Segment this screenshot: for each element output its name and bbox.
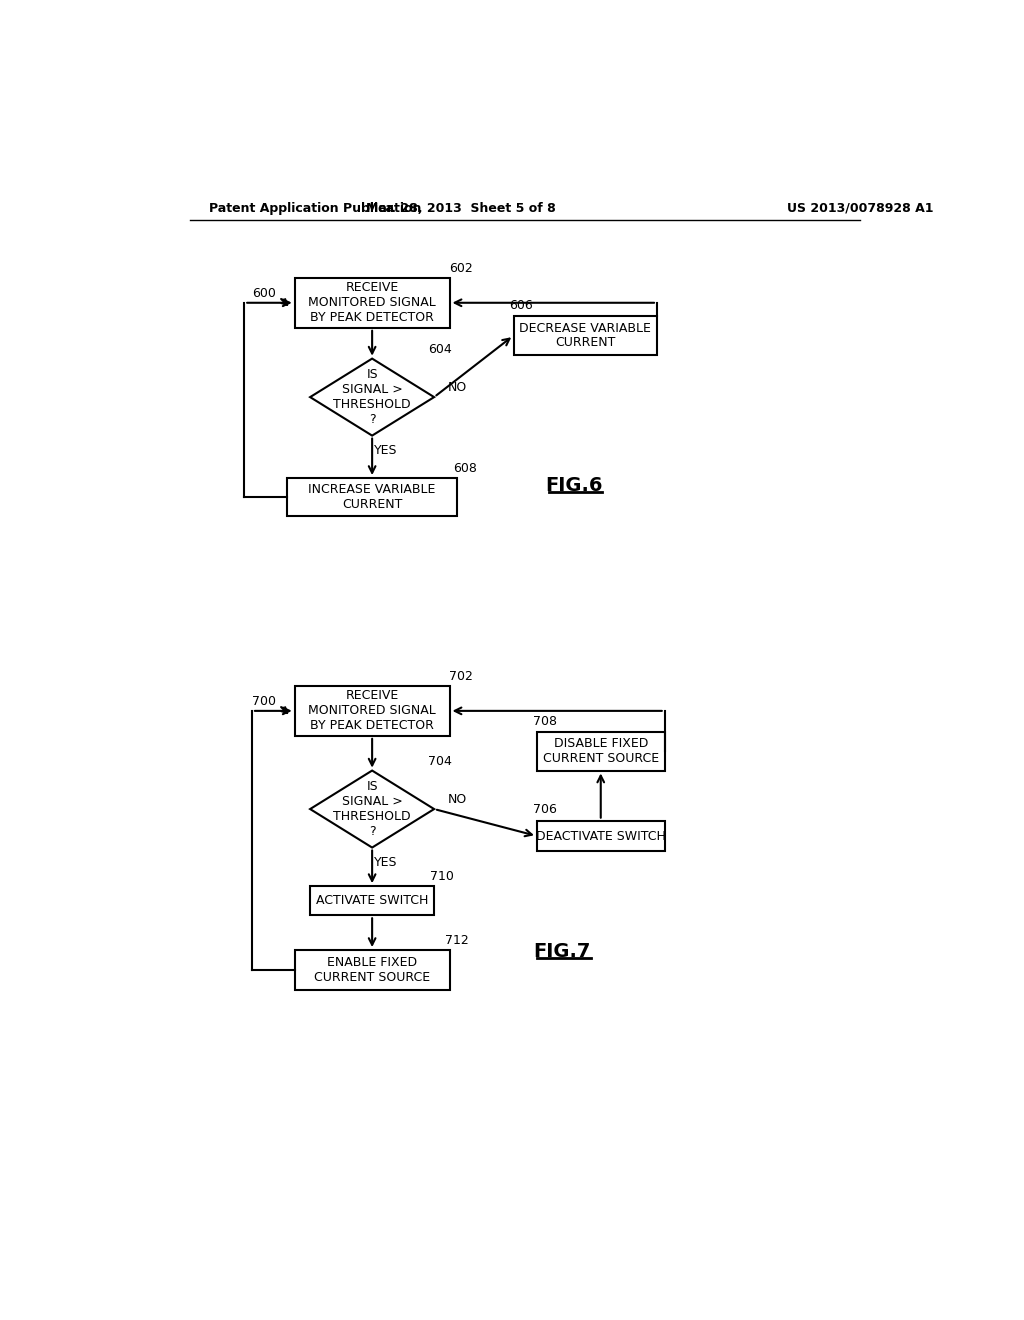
Polygon shape xyxy=(310,771,434,847)
FancyBboxPatch shape xyxy=(310,886,434,915)
Text: 710: 710 xyxy=(430,870,454,883)
Text: NO: NO xyxy=(447,381,467,395)
Text: 700: 700 xyxy=(252,694,275,708)
Text: INCREASE VARIABLE
CURRENT: INCREASE VARIABLE CURRENT xyxy=(308,483,436,511)
Text: RECEIVE
MONITORED SIGNAL
BY PEAK DETECTOR: RECEIVE MONITORED SIGNAL BY PEAK DETECTO… xyxy=(308,689,436,733)
FancyBboxPatch shape xyxy=(295,686,450,737)
Text: FIG.6: FIG.6 xyxy=(545,477,602,495)
Text: 702: 702 xyxy=(450,671,473,684)
FancyBboxPatch shape xyxy=(295,950,450,990)
Text: Patent Application Publication: Patent Application Publication xyxy=(209,202,422,215)
Text: IS
SIGNAL >
THRESHOLD
?: IS SIGNAL > THRESHOLD ? xyxy=(334,780,411,838)
FancyBboxPatch shape xyxy=(514,317,657,355)
Text: 706: 706 xyxy=(532,804,556,816)
Text: 602: 602 xyxy=(450,261,473,275)
Text: FIG.7: FIG.7 xyxy=(534,942,591,961)
FancyBboxPatch shape xyxy=(537,733,665,771)
FancyBboxPatch shape xyxy=(537,821,665,851)
Text: RECEIVE
MONITORED SIGNAL
BY PEAK DETECTOR: RECEIVE MONITORED SIGNAL BY PEAK DETECTO… xyxy=(308,281,436,325)
FancyBboxPatch shape xyxy=(287,478,458,516)
Text: DISABLE FIXED
CURRENT SOURCE: DISABLE FIXED CURRENT SOURCE xyxy=(543,738,658,766)
Text: YES: YES xyxy=(375,857,398,870)
Text: DECREASE VARIABLE
CURRENT: DECREASE VARIABLE CURRENT xyxy=(519,322,651,350)
Text: 606: 606 xyxy=(509,298,534,312)
Text: ENABLE FIXED
CURRENT SOURCE: ENABLE FIXED CURRENT SOURCE xyxy=(314,956,430,983)
Text: 608: 608 xyxy=(454,462,477,475)
Text: 600: 600 xyxy=(252,286,275,300)
FancyBboxPatch shape xyxy=(295,277,450,327)
Text: 704: 704 xyxy=(428,755,453,768)
Text: Mar. 28, 2013  Sheet 5 of 8: Mar. 28, 2013 Sheet 5 of 8 xyxy=(367,202,556,215)
Text: 708: 708 xyxy=(532,714,557,727)
Text: ACTIVATE SWITCH: ACTIVATE SWITCH xyxy=(316,894,428,907)
Text: IS
SIGNAL >
THRESHOLD
?: IS SIGNAL > THRESHOLD ? xyxy=(334,368,411,426)
Text: YES: YES xyxy=(375,445,398,458)
Text: DEACTIVATE SWITCH: DEACTIVATE SWITCH xyxy=(536,829,666,842)
Text: 604: 604 xyxy=(428,343,453,356)
Text: NO: NO xyxy=(447,793,467,807)
Text: 712: 712 xyxy=(445,935,469,948)
Text: US 2013/0078928 A1: US 2013/0078928 A1 xyxy=(786,202,933,215)
Polygon shape xyxy=(310,359,434,436)
